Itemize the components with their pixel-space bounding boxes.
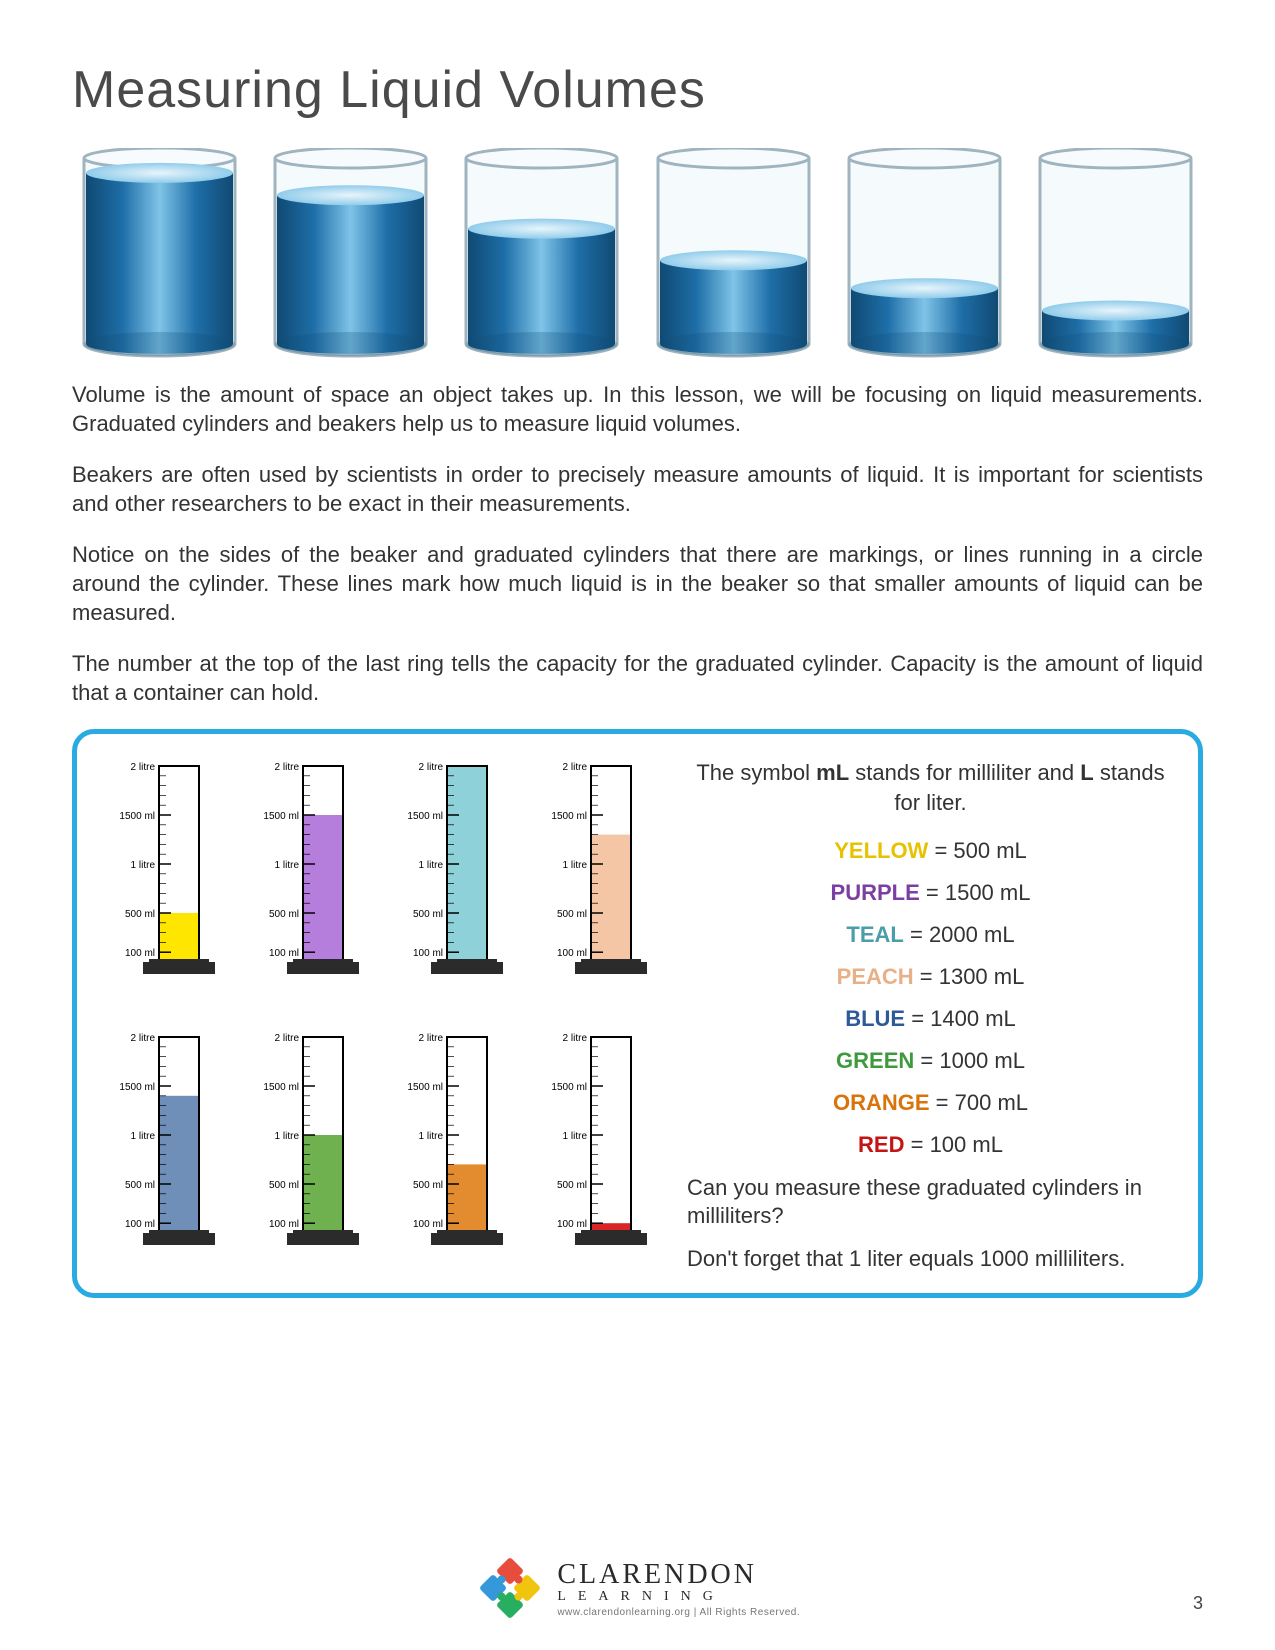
panel-question: Can you measure these graduated cylinder… bbox=[687, 1174, 1174, 1231]
graduated-cylinder: 2 litre 1500 ml 1 litre 500 ml 100 ml bbox=[533, 1025, 663, 1274]
svg-text:1 litre: 1 litre bbox=[563, 860, 588, 871]
svg-text:2 litre: 2 litre bbox=[563, 1033, 588, 1044]
beaker bbox=[263, 148, 438, 358]
beaker-row bbox=[72, 148, 1203, 358]
legend-line: PURPLE = 1500 mL bbox=[687, 880, 1174, 906]
svg-text:500 ml: 500 ml bbox=[557, 1180, 587, 1191]
svg-text:1 litre: 1 litre bbox=[275, 1131, 300, 1142]
svg-text:1500 ml: 1500 ml bbox=[263, 1082, 299, 1093]
beaker bbox=[72, 148, 247, 358]
svg-text:500 ml: 500 ml bbox=[413, 909, 443, 920]
brand-name: CLARENDON bbox=[557, 1559, 800, 1591]
beaker bbox=[837, 148, 1012, 358]
svg-text:100 ml: 100 ml bbox=[557, 948, 587, 959]
svg-text:1 litre: 1 litre bbox=[563, 1131, 588, 1142]
paragraph-4: The number at the top of the last ring t… bbox=[72, 649, 1203, 707]
svg-text:100 ml: 100 ml bbox=[125, 1219, 155, 1230]
svg-text:2 litre: 2 litre bbox=[419, 1033, 444, 1044]
paragraph-1: Volume is the amount of space an object … bbox=[72, 380, 1203, 438]
panel-reminder: Don't forget that 1 liter equals 1000 mi… bbox=[687, 1245, 1174, 1274]
svg-text:100 ml: 100 ml bbox=[413, 1219, 443, 1230]
graduated-cylinder: 2 litre 1500 ml 1 litre 500 ml 100 ml bbox=[389, 1025, 519, 1274]
svg-text:1500 ml: 1500 ml bbox=[407, 1082, 443, 1093]
svg-text:2 litre: 2 litre bbox=[131, 762, 156, 773]
svg-text:500 ml: 500 ml bbox=[269, 1180, 299, 1191]
logo-icon bbox=[475, 1556, 545, 1620]
brand-sub: LEARNING bbox=[557, 1589, 800, 1605]
page-number: 3 bbox=[1193, 1593, 1203, 1614]
svg-text:500 ml: 500 ml bbox=[125, 909, 155, 920]
cylinder-grid: 2 litre 1500 ml 1 litre 500 ml 100 ml 2 litr… bbox=[101, 754, 663, 1273]
panel-intro: The symbol mL stands for milliliter and … bbox=[687, 758, 1174, 817]
beaker bbox=[646, 148, 821, 358]
svg-text:1 litre: 1 litre bbox=[419, 860, 444, 871]
graduated-cylinder: 2 litre 1500 ml 1 litre 500 ml 100 ml bbox=[389, 754, 519, 1003]
panel-text: The symbol mL stands for milliliter and … bbox=[687, 754, 1174, 1273]
graduated-cylinder: 2 litre 1500 ml 1 litre 500 ml 100 ml bbox=[533, 754, 663, 1003]
cylinder-panel: 2 litre 1500 ml 1 litre 500 ml 100 ml 2 litr… bbox=[72, 729, 1203, 1298]
footer: CLARENDON LEARNING www.clarendonlearning… bbox=[0, 1556, 1275, 1620]
beaker bbox=[1028, 148, 1203, 358]
graduated-cylinder: 2 litre 1500 ml 1 litre 500 ml 100 ml bbox=[245, 754, 375, 1003]
svg-text:1 litre: 1 litre bbox=[419, 1131, 444, 1142]
svg-text:500 ml: 500 ml bbox=[269, 909, 299, 920]
legend-line: GREEN = 1000 mL bbox=[687, 1048, 1174, 1074]
brand-url: www.clarendonlearning.org | All Rights R… bbox=[557, 1607, 800, 1618]
legend-line: YELLOW = 500 mL bbox=[687, 838, 1174, 864]
legend-line: RED = 100 mL bbox=[687, 1132, 1174, 1158]
svg-text:100 ml: 100 ml bbox=[125, 948, 155, 959]
svg-text:1500 ml: 1500 ml bbox=[263, 811, 299, 822]
svg-text:100 ml: 100 ml bbox=[557, 1219, 587, 1230]
svg-text:1 litre: 1 litre bbox=[131, 1131, 156, 1142]
svg-text:2 litre: 2 litre bbox=[419, 762, 444, 773]
paragraph-3: Notice on the sides of the beaker and gr… bbox=[72, 540, 1203, 627]
svg-text:100 ml: 100 ml bbox=[269, 1219, 299, 1230]
svg-text:500 ml: 500 ml bbox=[557, 909, 587, 920]
svg-text:2 litre: 2 litre bbox=[275, 1033, 300, 1044]
svg-text:1500 ml: 1500 ml bbox=[407, 811, 443, 822]
svg-text:1 litre: 1 litre bbox=[131, 860, 156, 871]
svg-text:1 litre: 1 litre bbox=[275, 860, 300, 871]
svg-text:100 ml: 100 ml bbox=[413, 948, 443, 959]
legend-line: ORANGE = 700 mL bbox=[687, 1090, 1174, 1116]
beaker bbox=[454, 148, 629, 358]
legend-line: TEAL = 2000 mL bbox=[687, 922, 1174, 948]
svg-text:2 litre: 2 litre bbox=[275, 762, 300, 773]
graduated-cylinder: 2 litre 1500 ml 1 litre 500 ml 100 ml bbox=[101, 1025, 231, 1274]
svg-text:2 litre: 2 litre bbox=[563, 762, 588, 773]
svg-text:1500 ml: 1500 ml bbox=[551, 811, 587, 822]
graduated-cylinder: 2 litre 1500 ml 1 litre 500 ml 100 ml bbox=[101, 754, 231, 1003]
svg-text:500 ml: 500 ml bbox=[125, 1180, 155, 1191]
svg-text:1500 ml: 1500 ml bbox=[119, 1082, 155, 1093]
svg-text:2 litre: 2 litre bbox=[131, 1033, 156, 1044]
paragraph-2: Beakers are often used by scientists in … bbox=[72, 460, 1203, 518]
graduated-cylinder: 2 litre 1500 ml 1 litre 500 ml 100 ml bbox=[245, 1025, 375, 1274]
svg-text:100 ml: 100 ml bbox=[269, 948, 299, 959]
svg-text:500 ml: 500 ml bbox=[413, 1180, 443, 1191]
page-title: Measuring Liquid Volumes bbox=[72, 60, 1203, 120]
svg-text:1500 ml: 1500 ml bbox=[551, 1082, 587, 1093]
legend-line: PEACH = 1300 mL bbox=[687, 964, 1174, 990]
legend-line: BLUE = 1400 mL bbox=[687, 1006, 1174, 1032]
legend: YELLOW = 500 mL PURPLE = 1500 mL TEAL = 20… bbox=[687, 838, 1174, 1158]
svg-text:1500 ml: 1500 ml bbox=[119, 811, 155, 822]
